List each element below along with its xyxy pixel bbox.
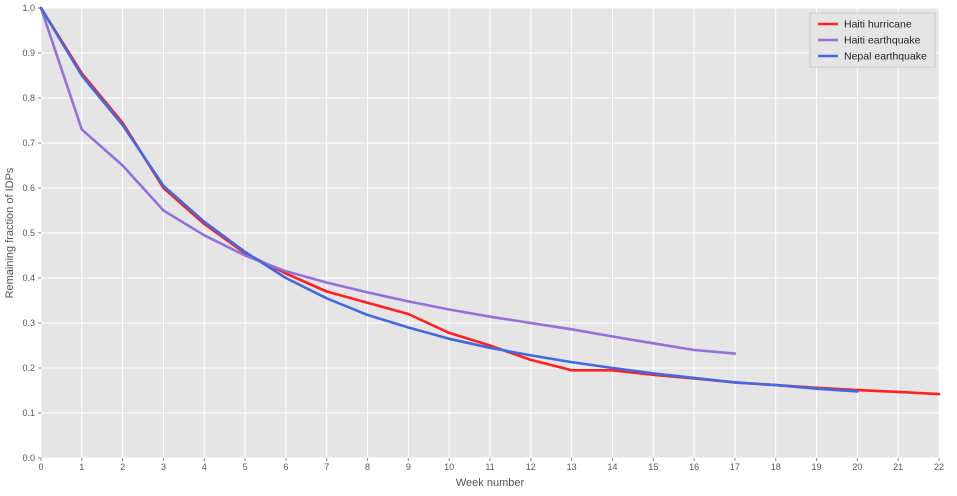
legend-entry-label: Haiti earthquake — [844, 35, 921, 47]
x-tick-label: 21 — [893, 462, 903, 472]
x-tick-label: 5 — [243, 462, 248, 472]
x-axis-label: Week number — [456, 477, 525, 489]
x-tick-label: 19 — [812, 462, 822, 472]
y-tick-label: 0.8 — [22, 93, 35, 103]
y-axis-label: Remaining fraction of IDPs — [4, 167, 16, 298]
y-tick-label: 0.7 — [22, 138, 35, 148]
x-tick-label: 13 — [567, 462, 577, 472]
x-tick-label: 2 — [120, 462, 125, 472]
x-tick-label: 3 — [161, 462, 166, 472]
grid — [40, 7, 940, 459]
x-tick-label: 15 — [648, 462, 658, 472]
x-tick-label: 18 — [771, 462, 781, 472]
series-lines — [39, 6, 941, 396]
series-line-2 — [39, 6, 859, 393]
y-tick-label: 0.9 — [22, 48, 35, 58]
x-tick-label: 6 — [283, 462, 288, 472]
y-tick-label: 0.5 — [22, 228, 35, 238]
y-tick-label: 0.6 — [22, 183, 35, 193]
x-tick-label: 14 — [607, 462, 617, 472]
y-tick-label: 0.3 — [22, 318, 35, 328]
x-tick-label: 1 — [79, 462, 84, 472]
x-tick-label: 20 — [852, 462, 862, 472]
x-tick-label: 9 — [406, 462, 411, 472]
y-tick-label: 0.0 — [22, 453, 35, 463]
x-tick-label: 16 — [689, 462, 699, 472]
x-tick-label: 8 — [365, 462, 370, 472]
x-tick-label: 12 — [526, 462, 536, 472]
series-line-1 — [39, 6, 737, 355]
x-tick-label: 10 — [444, 462, 454, 472]
x-tick-label: 22 — [934, 462, 944, 472]
ticks: 0 1 2 3 4 5 6 7 8 9 10 11 12 13 14 15 16 17 18 19 20 21 220.00… — [22, 3, 944, 472]
x-tick-label: 4 — [202, 462, 207, 472]
legend-entry-label: Haiti hurricane — [844, 19, 912, 31]
x-tick-label: 11 — [485, 462, 494, 472]
y-tick-label: 0.2 — [22, 363, 35, 373]
legend: Haiti hurricane Haiti earthquake Nepal ear… — [809, 12, 936, 68]
x-tick-label: 7 — [324, 462, 329, 472]
x-tick-label: 17 — [730, 462, 740, 472]
legend-entry-label: Nepal earthquake — [844, 51, 927, 63]
x-tick-label: 0 — [38, 462, 43, 472]
y-tick-label: 0.1 — [22, 408, 35, 418]
y-tick-label: 1.0 — [22, 3, 35, 13]
y-tick-label: 0.4 — [22, 273, 35, 283]
